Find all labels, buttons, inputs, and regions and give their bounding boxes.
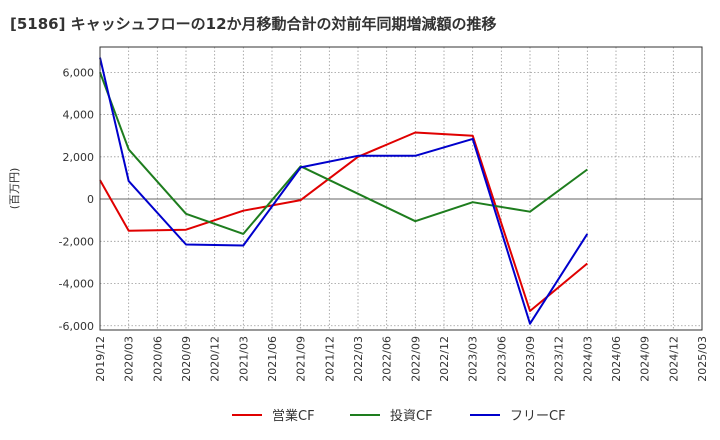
x-tick-label: 2023/09 bbox=[524, 336, 537, 382]
series-line bbox=[99, 71, 588, 235]
y-tick-label: 6,000 bbox=[63, 66, 95, 79]
plot-border bbox=[99, 46, 703, 331]
x-tick-label: 2025/03 bbox=[696, 336, 709, 382]
x-tick-label: 2021/09 bbox=[295, 336, 308, 382]
x-tick-label: 2022/03 bbox=[352, 336, 365, 382]
y-tick-label: -2,000 bbox=[59, 235, 94, 248]
y-tick-label: -6,000 bbox=[59, 320, 94, 333]
y-tick-label: -4,000 bbox=[59, 278, 94, 291]
x-tick-label: 2020/12 bbox=[209, 336, 222, 382]
series-line bbox=[99, 131, 588, 312]
plot-series bbox=[99, 57, 589, 325]
y-tick-label: 4,000 bbox=[63, 109, 95, 122]
series-line bbox=[99, 57, 589, 325]
legend-label: 営業CF bbox=[272, 408, 315, 424]
grid-lines bbox=[99, 47, 703, 330]
x-tick-label: 2020/06 bbox=[151, 336, 164, 382]
x-tick-label: 2021/03 bbox=[237, 336, 250, 382]
x-tick-label: 2023/03 bbox=[467, 336, 480, 382]
legend-label: フリーCF bbox=[510, 409, 566, 424]
y-tick-label: 0 bbox=[87, 193, 94, 206]
x-tick-label: 2020/09 bbox=[180, 336, 193, 382]
x-tick-label: 2023/12 bbox=[553, 336, 566, 382]
y-axis-label: (百万円) bbox=[8, 168, 21, 210]
x-tick-label: 2024/03 bbox=[581, 336, 594, 382]
x-tick-label: 2020/03 bbox=[123, 336, 136, 382]
x-tick-label: 2019/12 bbox=[94, 336, 107, 382]
legend: 営業CF 投資CF フリーCF bbox=[232, 408, 566, 424]
x-tick-label: 2024/12 bbox=[667, 336, 680, 382]
x-tick-label: 2021/12 bbox=[323, 336, 336, 382]
x-tick-label: 2024/06 bbox=[610, 336, 623, 382]
x-tick-label: 2022/06 bbox=[381, 336, 394, 382]
x-tick-label: 2023/06 bbox=[495, 336, 508, 382]
x-tick-label: 2021/06 bbox=[266, 336, 279, 382]
x-tick-label: 2024/09 bbox=[639, 336, 652, 382]
y-tick-label: 2,000 bbox=[63, 151, 95, 164]
plot-area bbox=[100, 47, 702, 330]
legend-label: 投資CF bbox=[390, 408, 433, 424]
chart-title: [5186] キャッシュフローの12か月移動合計の対前年同期増減額の推移 bbox=[10, 15, 497, 33]
x-tick-label: 2022/09 bbox=[409, 336, 422, 382]
axes: 6,000 4,000 2,000 0 -2,000 -4,000 -6,000 (百万円) 2… bbox=[8, 46, 709, 382]
x-tick-label: 2022/12 bbox=[438, 336, 451, 382]
